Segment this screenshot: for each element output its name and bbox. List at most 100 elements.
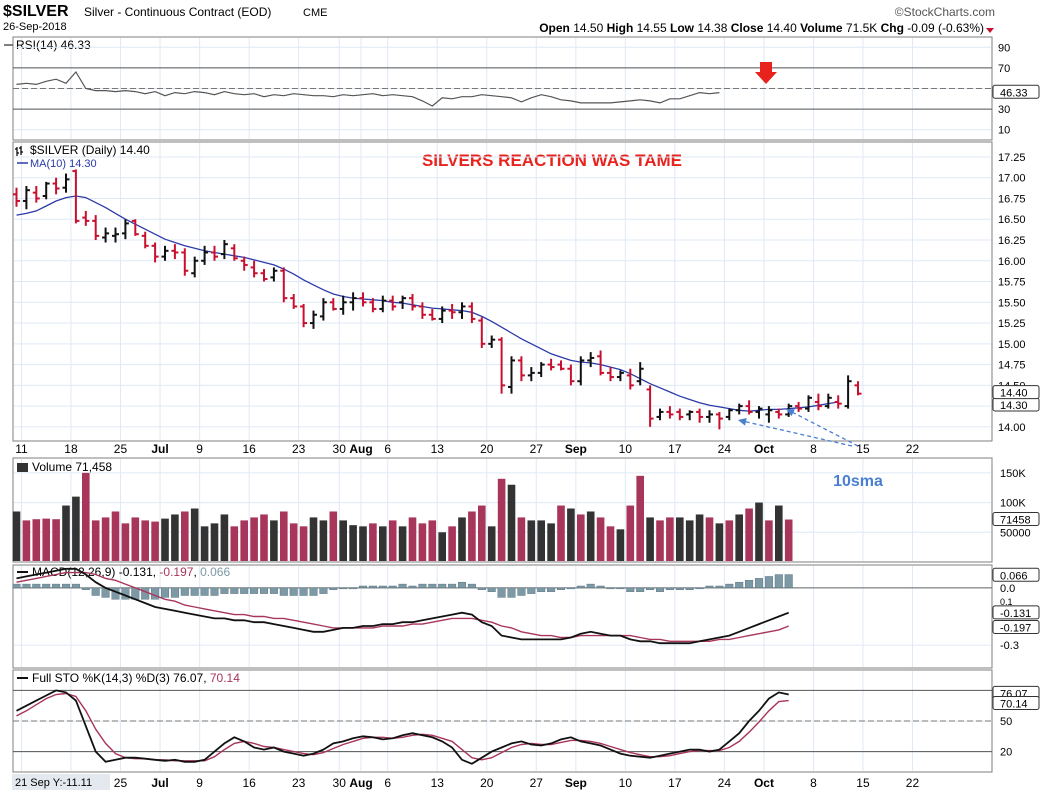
macd-hist-bar [289,587,298,596]
ohlc-bar [131,219,139,236]
volume-bar [200,526,209,561]
sto-k-value: 76.07 [173,671,203,685]
volume-bar [487,526,496,561]
volume-bar [111,511,120,561]
volume-bar [616,529,625,561]
x-tick-label: 9 [196,776,203,790]
ohlc-bar [696,408,704,423]
panel-border-macd [12,564,993,669]
volume-bar [745,508,753,561]
rsi-tick-label: 70 [998,63,1010,75]
ohlc-bar [211,245,218,261]
volume-bar [62,505,70,561]
x-tick-label: 17 [668,776,682,790]
volume-bar [537,520,545,561]
volume-bar [458,517,466,561]
ohlc-bar [745,400,753,415]
macd-title-line: MACD(12,26,9) -0.131, -0.197, 0.066 [32,565,230,579]
volume-tick-label: 150K [1000,468,1026,480]
macd-value: -0.131 [119,565,153,579]
price-tick-label: 16.75 [998,193,1026,205]
ohlc-bar [666,406,674,419]
ohlc-bar [22,186,30,210]
macd-hist-bar [665,587,674,590]
macd-hist-bar [160,587,169,598]
volume-bar [190,508,199,561]
macd-signal-value: -0.197 [159,565,193,579]
macd-hist-bar [408,585,417,589]
x-tick-label: 6 [384,776,391,790]
macd-hist-bar [715,585,724,589]
x-tick-label: 20 [480,442,494,456]
rsi-last-label: 46.33 [1000,87,1028,99]
x-tick-label: 13 [431,442,445,456]
x-tick-label: 18 [64,442,78,456]
x-axis: 111118182525JulJul99161623233030AugAug66… [15,442,919,790]
ohlc-bar [537,362,545,378]
price-tick-label: 17.25 [998,152,1026,164]
x-tick-label: 27 [530,776,544,790]
volume-bar [765,520,773,561]
ma10-line [16,195,839,412]
ohlc-bar [389,295,397,311]
ohlc-bar [379,295,387,313]
ohlc-bar [240,256,248,271]
x-tick-label: Jul [151,776,168,790]
macd-hist-bar [755,578,764,589]
volume-bar [270,520,278,561]
ohlc-bar [567,364,575,386]
macd-hist-last-label-box [992,567,1040,582]
rsi-line [16,70,720,107]
panel-border-price [12,141,993,442]
volume-bar [151,521,159,561]
macd-hist-bar [626,587,635,592]
macd-hist-bar [319,587,328,594]
ohlc-bar [428,308,436,321]
ohlc-bar [280,267,288,303]
macd-last-label-box [992,605,1040,620]
macd-hist-bar [12,583,21,589]
macd-hist-bar [329,587,338,590]
volume-bar [42,518,50,561]
sto-k-line [16,689,789,765]
volume-bar [586,511,595,561]
ohlc-bar [616,370,624,382]
brand-watermark: ©StockCharts.com [895,5,995,19]
macd-hist-bar [141,587,150,600]
x-tick-label: 30 [333,442,347,456]
ohlc-bar [547,358,555,371]
volume-bar [448,526,456,561]
ohlc-bar [369,298,377,313]
macd-line [16,567,790,645]
macd-hist-bar [517,587,526,596]
ohlc-bar [844,375,852,409]
annotation-10sma: 10sma [833,473,883,490]
macd-hist-bar [507,587,516,598]
ohlc-bar [854,381,862,396]
macd-hist-bar [656,587,665,592]
volume-bar [398,526,407,561]
volume-bar [250,517,258,561]
x-tick-label: 8 [810,776,817,790]
ohlc-bar [82,210,90,226]
macd-hist-bar [359,585,368,589]
ohlc-bar [310,310,317,329]
macd-hist-bar [299,587,308,596]
macd-hist-bar [309,587,318,596]
close-label: Close [731,21,764,35]
ohlc-bar [824,393,832,409]
open-value: 14.50 [573,21,603,35]
x-tick-label: 16 [242,776,256,790]
volume-bar [735,514,743,561]
ohlc-bar [260,269,268,282]
volume-bar [725,520,734,561]
ohlc-bar [755,406,763,419]
volume-bar [161,518,169,561]
red-down-arrow-icon [755,62,777,84]
high-label: High [607,21,634,35]
volume-bar [695,514,704,561]
x-tick-label: 15 [856,442,870,456]
macd-hist-last-label: 0.066 [1000,570,1028,582]
x-tick-label: 11 [15,442,28,456]
volume-bar [230,526,239,561]
